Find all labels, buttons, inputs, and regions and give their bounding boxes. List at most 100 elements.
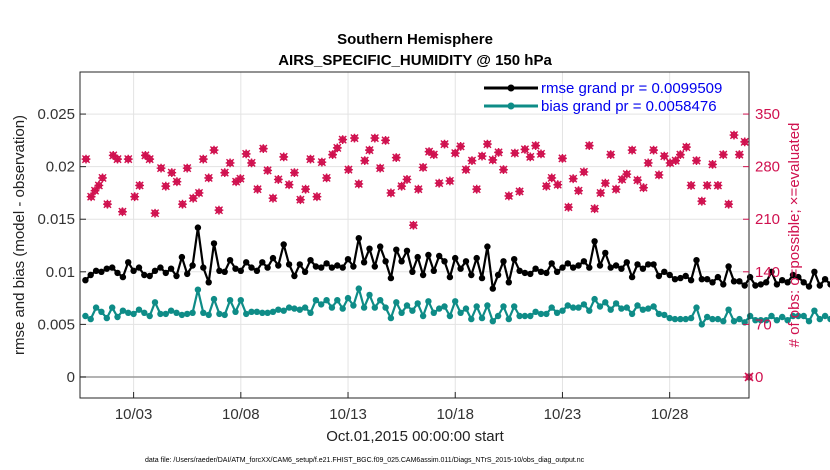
obs-evaluated-marker [639, 183, 648, 193]
obs-point [391, 153, 401, 163]
bias-point [607, 306, 614, 313]
obs-point [617, 175, 627, 184]
obs-evaluated-marker [198, 154, 208, 164]
obs-point [108, 150, 118, 160]
rmse-point [275, 262, 282, 269]
bias-point [200, 309, 207, 316]
bias-point [414, 300, 421, 307]
rmse-point [559, 264, 566, 271]
obs-point [225, 158, 235, 168]
obs-evaluated-marker [541, 181, 551, 191]
obs-evaluated-marker [611, 184, 621, 194]
obs-evaluated-marker [692, 156, 701, 166]
rmse-point [741, 282, 748, 289]
bias-point [789, 312, 797, 320]
legend-bias-marker [507, 102, 515, 110]
rmse-point [553, 268, 561, 275]
bias-point [800, 312, 807, 320]
obs-point [360, 156, 370, 166]
obs-evaluated-marker [247, 158, 256, 168]
obs-evaluated-marker [596, 188, 606, 198]
obs-point [520, 144, 530, 154]
y-axis-label: rmse and bias (model - observation) [11, 115, 28, 355]
bias-point [307, 309, 314, 316]
bias-point [645, 305, 652, 312]
obs-point [365, 145, 374, 155]
rmse-point [167, 265, 175, 272]
rmse-point [173, 272, 180, 280]
obs-evaluated-marker [182, 163, 192, 173]
obs-point [596, 188, 606, 198]
obs-evaluated-marker [296, 195, 305, 205]
rmse-point [441, 258, 448, 265]
obs-point [375, 163, 385, 173]
x-tick-label: 10/03 [115, 406, 153, 423]
obs-evaluated-marker [504, 191, 514, 201]
bias-point [548, 304, 555, 311]
obs-evaluated-marker [649, 145, 658, 155]
obs-point [536, 149, 546, 159]
obs-point [312, 192, 322, 202]
obs-point [686, 181, 696, 190]
bias-point [784, 317, 791, 324]
rmse-point [226, 257, 234, 264]
bias-point [650, 303, 657, 310]
obs-point [156, 163, 166, 173]
bias-point [216, 310, 223, 318]
obs-evaluated-marker [434, 178, 444, 188]
obs-point [600, 178, 610, 188]
obs-evaluated-marker [402, 175, 412, 184]
bias-point [816, 315, 823, 323]
obs-evaluated-marker [584, 141, 594, 151]
bias-point [419, 312, 427, 320]
obs-point [241, 149, 251, 159]
bias-point [559, 307, 566, 314]
obs-evaluated-marker [118, 207, 127, 217]
rmse-point [452, 254, 459, 262]
rmse-point [521, 269, 529, 277]
obs-evaluated-marker [386, 188, 396, 198]
rmse-point [103, 265, 111, 272]
obs-point [434, 178, 444, 188]
rmse-point [280, 241, 287, 248]
bias-point [736, 315, 743, 323]
obs-point [188, 193, 198, 203]
x-tick-label: 10/23 [544, 406, 582, 423]
obs-evaluated-marker [713, 181, 723, 190]
x-axis-label: Oct.01,2015 00:00:00 start [326, 428, 504, 445]
rmse-point [436, 252, 443, 260]
obs-evaluated-marker [375, 163, 385, 173]
obs-evaluated-marker [290, 168, 299, 178]
rmse-point [366, 245, 373, 252]
rmse-point [189, 262, 196, 269]
obs-evaluated-marker [263, 166, 273, 175]
obs-evaluated-marker [429, 150, 439, 160]
rmse-point [714, 273, 722, 281]
rmse-point [296, 261, 303, 268]
obs-evaluated-marker [568, 174, 578, 184]
bias-point [366, 291, 373, 299]
obs-evaluated-marker [536, 149, 546, 159]
bias-point [527, 312, 534, 320]
bias-point [484, 302, 491, 309]
rmse-point [243, 259, 250, 266]
obs-evaluated-marker [483, 139, 492, 149]
bias-point [602, 299, 609, 306]
rmse-point [328, 264, 336, 271]
bias-point [462, 305, 470, 312]
obs-point [140, 150, 150, 160]
obs-point [456, 141, 466, 151]
legend-rmse-marker [507, 84, 515, 92]
obs-evaluated-marker [740, 137, 750, 147]
rmse-point [141, 271, 148, 279]
bias-point [468, 315, 475, 323]
obs-evaluated-marker [702, 181, 712, 190]
rmse-point [130, 267, 137, 274]
obs-point [402, 175, 412, 184]
obs-point [322, 173, 331, 183]
rmse-point [87, 271, 94, 279]
obs-count-series [81, 130, 754, 382]
rmse-point [409, 268, 416, 275]
bias-point [478, 314, 486, 322]
bias-point [543, 310, 550, 318]
